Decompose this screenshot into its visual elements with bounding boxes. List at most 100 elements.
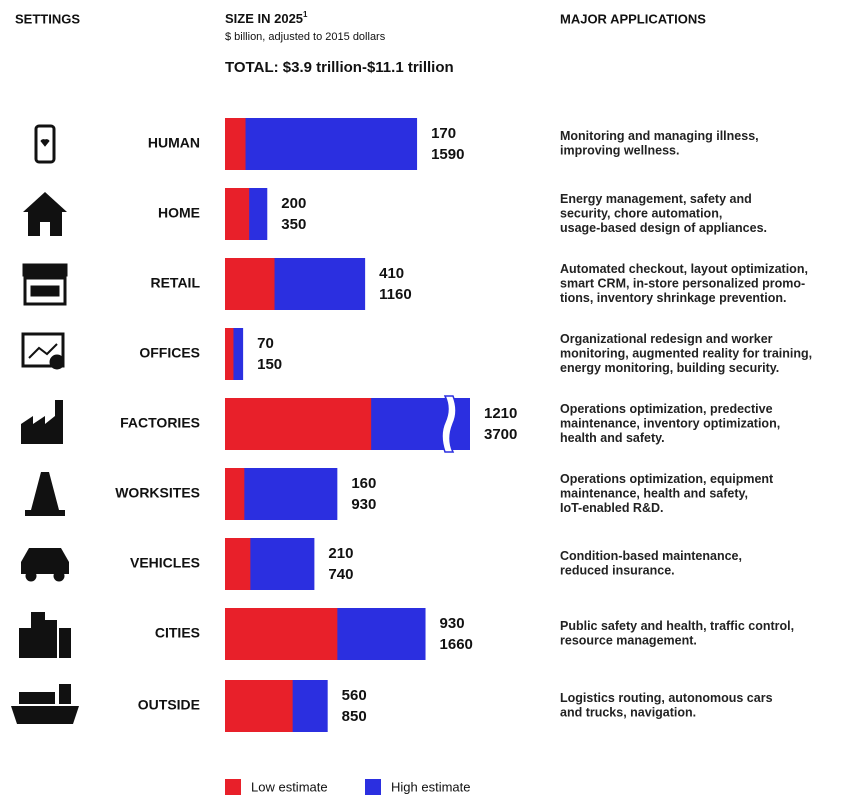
- icon-part: [23, 192, 67, 236]
- value-label: 560: [342, 687, 367, 704]
- chart-title: SIZE IN 20251: [225, 10, 308, 26]
- icon-part: [21, 548, 69, 574]
- column-header: SETTINGS: [15, 11, 80, 26]
- icon-part: [28, 343, 58, 359]
- application-text: tions, inventory shrinkage prevention.: [560, 291, 786, 305]
- legend-swatch: [225, 779, 241, 795]
- value-label: 410: [379, 265, 404, 282]
- icon-part: [30, 285, 60, 297]
- application-text: Organizational redesign and worker: [560, 332, 773, 346]
- icon-part: [23, 276, 67, 306]
- bar: [225, 328, 234, 380]
- value-label: 170: [431, 125, 456, 142]
- value-label: 1210: [484, 405, 517, 422]
- value-label: 160: [351, 475, 376, 492]
- total: TOTAL: $3.9 trillion-$11.1 trillion: [225, 59, 454, 76]
- bar: [225, 608, 338, 660]
- value-label: 210: [328, 545, 353, 562]
- bar: [225, 118, 418, 170]
- icon-part: [59, 628, 71, 658]
- icon: [19, 612, 71, 658]
- icon-part: [49, 354, 65, 370]
- category-label: HOME: [158, 205, 200, 221]
- value-label: 930: [351, 496, 376, 513]
- icon: [21, 400, 63, 444]
- icon-part: [19, 692, 55, 704]
- application-text: smart CRM, in-store personalized promo-: [560, 276, 805, 290]
- icon-part: [22, 263, 68, 277]
- value-label: 1590: [431, 146, 464, 163]
- value-label: 350: [281, 216, 306, 233]
- footnote-mark: 1: [303, 10, 308, 19]
- application-text: Operations optimization, equipment: [560, 472, 774, 486]
- value-label: 70: [257, 335, 274, 352]
- application-text: Public safety and health, traffic contro…: [560, 619, 794, 633]
- bars: [225, 118, 470, 732]
- axis-break: [441, 395, 457, 453]
- icon-part: [34, 124, 56, 164]
- icon-part: [25, 472, 65, 516]
- icon-part: [31, 612, 45, 658]
- icon-part: [25, 570, 37, 582]
- application-text: IoT-enabled R&D.: [560, 501, 663, 515]
- icon: [34, 124, 56, 164]
- application-text: health and safety.: [560, 431, 665, 445]
- category-label: FACTORIES: [120, 415, 200, 431]
- application-text: maintenance, health and safety,: [560, 486, 748, 500]
- bar: [225, 680, 293, 732]
- application-text: energy monitoring, building security.: [560, 361, 779, 375]
- subtitle: $ billion, adjusted to 2015 dollars: [225, 31, 386, 43]
- icon: [23, 192, 67, 236]
- value-label: 1160: [379, 286, 412, 303]
- application-text: and trucks, navigation.: [560, 706, 696, 720]
- icon-part: [19, 628, 31, 658]
- legend-label: Low estimate: [251, 779, 328, 794]
- icon-part: [21, 400, 63, 444]
- application-text: reduced insurance.: [560, 564, 675, 578]
- bar: [225, 188, 250, 240]
- icon-part: [53, 570, 65, 582]
- column-header: MAJOR APPLICATIONS: [560, 11, 706, 26]
- bar: [225, 468, 245, 520]
- application-text: Condition-based maintenance,: [560, 549, 742, 563]
- icon: [22, 263, 68, 306]
- application-text: security, chore automation,: [560, 206, 722, 220]
- legend-label: High estimate: [391, 779, 470, 794]
- title-text: SIZE IN 2025: [225, 11, 303, 26]
- icon: [25, 472, 65, 516]
- icon-part: [59, 684, 71, 704]
- application-text: Energy management, safety and: [560, 192, 752, 206]
- category-label: WORKSITES: [115, 485, 200, 501]
- bar: [225, 258, 275, 310]
- bar: [225, 538, 251, 590]
- category-label: CITIES: [155, 625, 200, 641]
- application-text: Monitoring and managing illness,: [560, 129, 759, 143]
- value-label: 200: [281, 195, 306, 212]
- application-text: maintenance, inventory optimization,: [560, 416, 780, 430]
- category-label: OFFICES: [139, 345, 200, 361]
- bar: [225, 118, 246, 170]
- value-label: 3700: [484, 426, 517, 443]
- icon-part: [45, 620, 57, 658]
- icon-part: [21, 332, 65, 368]
- application-text: Operations optimization, predective: [560, 402, 773, 416]
- application-text: resource management.: [560, 634, 697, 648]
- value-label: 1660: [440, 636, 473, 653]
- application-text: improving wellness.: [560, 144, 679, 158]
- value-label: 740: [328, 566, 353, 583]
- value-label: 930: [440, 615, 465, 632]
- value-label: 150: [257, 356, 282, 373]
- category-label: RETAIL: [150, 275, 200, 291]
- icon: [11, 684, 79, 724]
- icon: [21, 332, 65, 370]
- application-text: monitoring, augmented reality for traini…: [560, 346, 812, 360]
- icon-part: [40, 139, 50, 147]
- application-text: usage-based design of appliances.: [560, 221, 767, 235]
- category-label: OUTSIDE: [138, 697, 200, 713]
- category-label: VEHICLES: [130, 555, 200, 571]
- bar: [225, 398, 372, 450]
- icon: [21, 548, 69, 582]
- value-label: 850: [342, 708, 367, 725]
- icon-part: [11, 706, 79, 724]
